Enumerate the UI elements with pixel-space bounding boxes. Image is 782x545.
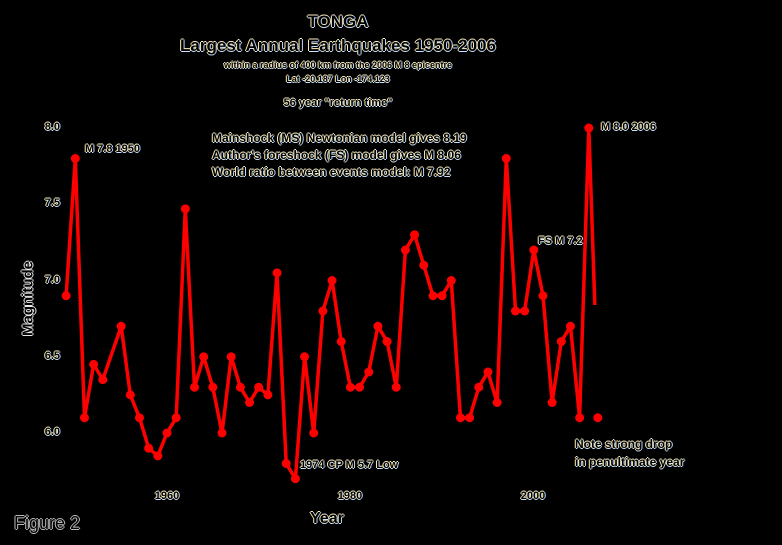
magnitude-line [64, 126, 591, 481]
data-point [281, 459, 291, 468]
data-point [327, 276, 337, 285]
y-tick-6-5: 6.5 [44, 350, 60, 362]
chart-subtitle-coords: Lat -20.187 Lon -174.123 [286, 74, 390, 84]
annotation-1974-low: 1974 CP M 5.7 Low [300, 459, 399, 471]
magnitude-line-tail [587, 127, 597, 306]
data-point [455, 413, 465, 423]
data-point [501, 154, 511, 163]
data-point [263, 390, 273, 400]
data-point [171, 413, 181, 423]
data-point [79, 413, 89, 423]
data-point [290, 474, 300, 484]
data-point [180, 204, 190, 214]
data-point [382, 337, 392, 346]
data-point [364, 367, 374, 377]
data-point [70, 154, 80, 163]
annotation-2006: M 8.0 2006 [601, 121, 657, 133]
note-strong-drop-line1: Note strong drop [575, 437, 673, 451]
x-tick-1960: 1960 [154, 490, 180, 502]
data-point [345, 382, 355, 392]
annotation-1950: M 7.8 1950 [85, 143, 141, 155]
data-point [520, 306, 530, 316]
data-point [134, 413, 144, 423]
x-tick-2000: 2000 [520, 490, 546, 502]
data-point [510, 306, 520, 316]
data-point [410, 230, 420, 240]
data-point [300, 352, 310, 362]
chart-subtitle-radius: within a radius of 400 km from the 2006 … [223, 60, 453, 70]
data-point [391, 382, 401, 392]
data-point [272, 268, 282, 278]
data-point [529, 245, 539, 255]
data-point [309, 428, 319, 438]
x-axis-label: Year [310, 510, 344, 527]
data-point [199, 352, 209, 362]
data-point [492, 398, 502, 407]
chart-title: TONGA [307, 12, 369, 31]
data-point [254, 382, 264, 392]
data-point [419, 260, 429, 270]
model-note-mainshock: Mainshock (MS) Newtonian model gives 8.1… [212, 131, 467, 145]
magnitude-points [61, 123, 594, 484]
data-point [245, 398, 255, 407]
data-point [89, 359, 99, 369]
chart-subtitle: Largest Annual Earthquakes 1950-2006 [180, 36, 496, 55]
note-strong-drop-line2: in penultimate year [575, 455, 685, 469]
data-point [208, 382, 218, 392]
penultimate-marker [593, 413, 603, 423]
chart-subtitle-return-time: 56 year "return time" [283, 97, 393, 109]
data-point [61, 291, 71, 301]
data-point [226, 352, 236, 362]
data-point [190, 382, 200, 392]
data-point [116, 321, 126, 331]
data-point [217, 428, 227, 438]
data-point [125, 390, 135, 400]
x-tick-1980: 1980 [337, 490, 363, 502]
data-point [446, 276, 456, 285]
data-point [336, 337, 346, 346]
data-point [144, 443, 154, 453]
data-point [400, 245, 410, 255]
data-point [428, 291, 438, 301]
data-point [474, 382, 484, 392]
data-point [565, 321, 575, 331]
data-point [355, 382, 365, 392]
y-tick-7-5: 7.5 [44, 197, 60, 209]
data-point [437, 291, 447, 301]
annotation-fs-m72: FS M 7.2 [538, 235, 583, 247]
data-point [538, 291, 548, 301]
data-point [98, 375, 108, 385]
data-point [318, 306, 328, 316]
data-point [153, 451, 163, 461]
y-axis-label: Magnitude [19, 261, 37, 336]
data-point [465, 413, 475, 423]
y-tick-6-0: 6.0 [44, 426, 60, 438]
y-tick-8-0: 8.0 [44, 121, 60, 133]
data-point [593, 413, 603, 423]
figure-label: Figure 2 [14, 513, 81, 533]
data-point [547, 398, 557, 407]
data-point [556, 337, 566, 346]
y-tick-7-0: 7.0 [44, 274, 60, 286]
data-point [483, 367, 493, 377]
data-point [162, 428, 172, 438]
model-note-world-ratio: World ratio between events model: M 7.92 [212, 165, 451, 179]
data-point [575, 413, 585, 423]
model-note-foreshock: Author's foreshock (FS) model gives M 8.… [212, 148, 461, 162]
data-point [235, 382, 245, 392]
data-point [373, 321, 383, 331]
